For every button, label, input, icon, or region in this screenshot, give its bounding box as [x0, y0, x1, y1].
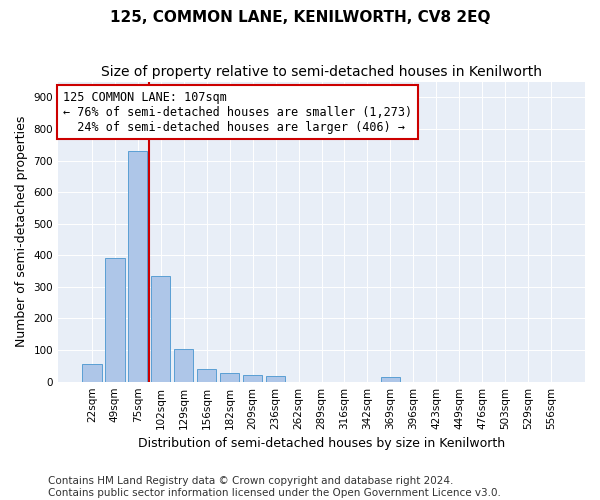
X-axis label: Distribution of semi-detached houses by size in Kenilworth: Distribution of semi-detached houses by … [138, 437, 505, 450]
Bar [197, 369, 217, 382]
Bar [266, 376, 286, 382]
Bar [151, 276, 170, 382]
Bar [243, 376, 262, 382]
Text: 125 COMMON LANE: 107sqm
← 76% of semi-detached houses are smaller (1,273)
  24% : 125 COMMON LANE: 107sqm ← 76% of semi-de… [64, 90, 412, 134]
Y-axis label: Number of semi-detached properties: Number of semi-detached properties [15, 116, 28, 348]
Bar [105, 258, 125, 382]
Title: Size of property relative to semi-detached houses in Kenilworth: Size of property relative to semi-detach… [101, 65, 542, 79]
Bar [82, 364, 101, 382]
Text: Contains HM Land Registry data © Crown copyright and database right 2024.
Contai: Contains HM Land Registry data © Crown c… [48, 476, 501, 498]
Bar [128, 151, 148, 382]
Bar [174, 348, 193, 382]
Text: 125, COMMON LANE, KENILWORTH, CV8 2EQ: 125, COMMON LANE, KENILWORTH, CV8 2EQ [110, 10, 490, 25]
Bar [220, 373, 239, 382]
Bar [380, 377, 400, 382]
